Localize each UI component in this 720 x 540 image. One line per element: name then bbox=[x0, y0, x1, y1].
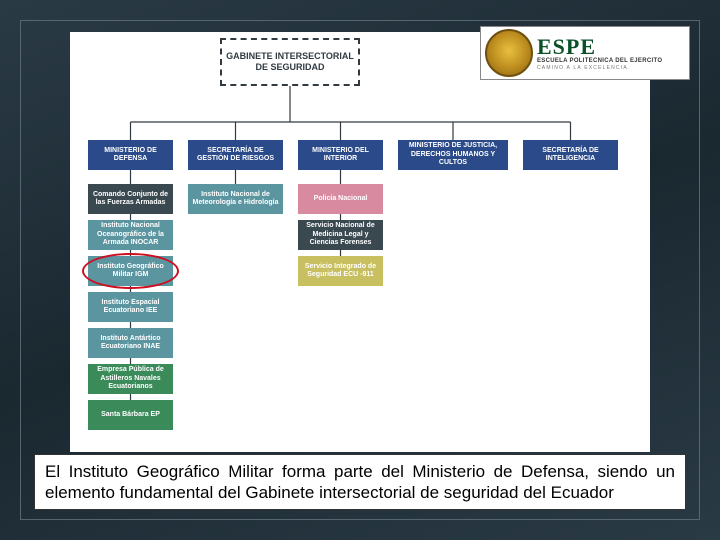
highlight-ring bbox=[82, 253, 179, 289]
org-child-defensa-6: Santa Bárbara EP bbox=[88, 400, 173, 430]
org-level2-inteligencia: SECRETARÍA DE INTELIGENCIA bbox=[523, 140, 618, 170]
shield-icon bbox=[485, 29, 533, 77]
org-child-riesgos-0: Instituto Nacional de Meteorología e Hid… bbox=[188, 184, 283, 214]
org-child-defensa-1: Instituto Nacional Oceanográfico de la A… bbox=[88, 220, 173, 250]
logo-brand: ESPE bbox=[537, 36, 685, 58]
logo-line2: CAMINO A LA EXCELENCIA bbox=[537, 65, 685, 71]
org-level2-riesgos: SECRETARÍA DE GESTIÓN DE RIESGOS bbox=[188, 140, 283, 170]
org-root: GABINETE INTERSECTORIAL DE SEGURIDAD bbox=[220, 38, 360, 86]
org-child-interior-1: Servicio Nacional de Medicina Legal y Ci… bbox=[298, 220, 383, 250]
org-child-defensa-0: Comando Conjunto de las Fuerzas Armadas bbox=[88, 184, 173, 214]
org-child-defensa-3: Instituto Espacial Ecuatoriano IEE bbox=[88, 292, 173, 322]
org-level2-defensa: MINISTERIO DE DEFENSA bbox=[88, 140, 173, 170]
caption-box: El Instituto Geográfico Militar forma pa… bbox=[34, 454, 686, 511]
org-child-interior-2: Servicio Integrado de Seguridad ECU -911 bbox=[298, 256, 383, 286]
org-child-defensa-4: Instituto Antártico Ecuatoriano INAE bbox=[88, 328, 173, 358]
logo-line1: ESCUELA POLITECNICA DEL EJERCITO bbox=[537, 58, 685, 64]
org-child-defensa-5: Empresa Pública de Astilleros Navales Ec… bbox=[88, 364, 173, 394]
slide: ESPE ESCUELA POLITECNICA DEL EJERCITO CA… bbox=[0, 0, 720, 540]
caption-text: El Instituto Geográfico Militar forma pa… bbox=[45, 462, 675, 502]
org-chart: GABINETE INTERSECTORIAL DE SEGURIDAD MINI… bbox=[70, 32, 650, 452]
org-level2-justicia: MINISTERIO DE JUSTICIA, DERECHOS HUMANOS… bbox=[398, 140, 508, 170]
logo-text: ESPE ESCUELA POLITECNICA DEL EJERCITO CA… bbox=[537, 36, 689, 71]
org-child-interior-0: Policía Nacional bbox=[298, 184, 383, 214]
org-level2-interior: MINISTERIO DEL INTERIOR bbox=[298, 140, 383, 170]
logo-block: ESPE ESCUELA POLITECNICA DEL EJERCITO CA… bbox=[480, 26, 690, 80]
